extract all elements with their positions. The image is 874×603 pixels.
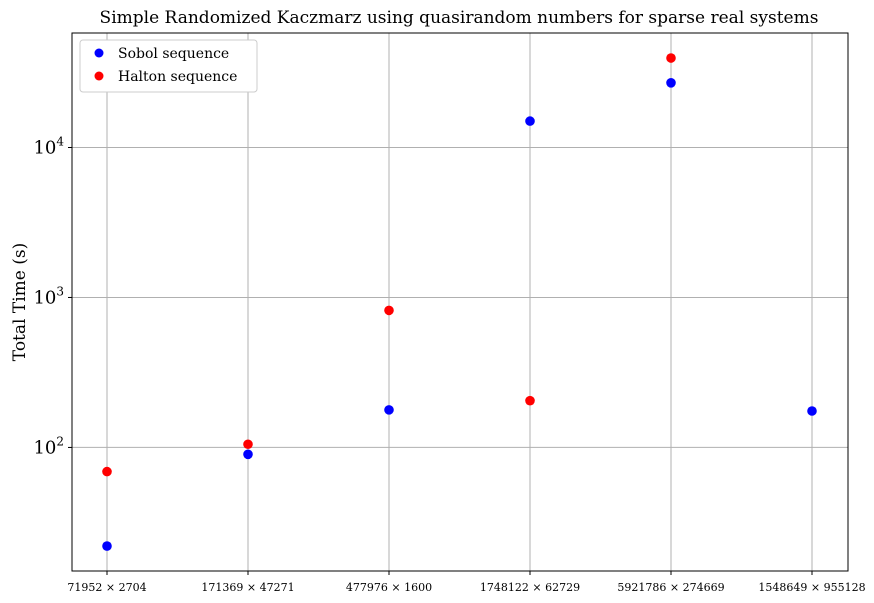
sobol-point xyxy=(243,449,253,460)
legend-marker-halton xyxy=(94,71,104,81)
legend-label-sobol: Sobol sequence xyxy=(118,46,229,62)
sobol-point xyxy=(666,78,676,88)
sobol-point xyxy=(102,541,112,551)
legend: Sobol sequence Halton sequence xyxy=(79,39,258,93)
x-tick-label: 71952 × 2704 xyxy=(67,581,146,594)
x-tick-label: 1748122 × 62729 xyxy=(480,581,580,594)
halton-point xyxy=(525,395,535,406)
legend-marker-sobol xyxy=(94,48,104,58)
y-tick-label: 104 xyxy=(33,134,64,158)
halton-point xyxy=(666,53,676,63)
y-axis-label: Total Time (s) xyxy=(10,243,30,361)
plot-frame xyxy=(71,32,849,572)
x-tick-label: 5921786 × 274669 xyxy=(617,581,724,594)
y-tick-label: 103 xyxy=(33,284,64,308)
chart-title: Simple Randomized Kaczmarz using quasira… xyxy=(100,8,819,28)
data-points xyxy=(102,53,817,551)
x-tick-label: 477976 × 1600 xyxy=(346,581,432,594)
halton-point xyxy=(384,305,394,316)
x-tick-label: 171369 × 47271 xyxy=(201,581,294,594)
sobol-point xyxy=(807,406,817,416)
x-tick-label: 1548649 × 955128 xyxy=(758,581,865,594)
sobol-point xyxy=(384,405,394,415)
axis-ticks: 71952 × 2704 171369 × 47271 477976 × 1600 1… xyxy=(33,134,865,594)
halton-point xyxy=(243,439,253,450)
y-tick-label: 102 xyxy=(33,434,64,458)
legend-box xyxy=(79,39,258,93)
halton-point xyxy=(102,466,112,477)
legend-label-halton: Halton sequence xyxy=(118,69,237,85)
sobol-point xyxy=(525,116,535,126)
